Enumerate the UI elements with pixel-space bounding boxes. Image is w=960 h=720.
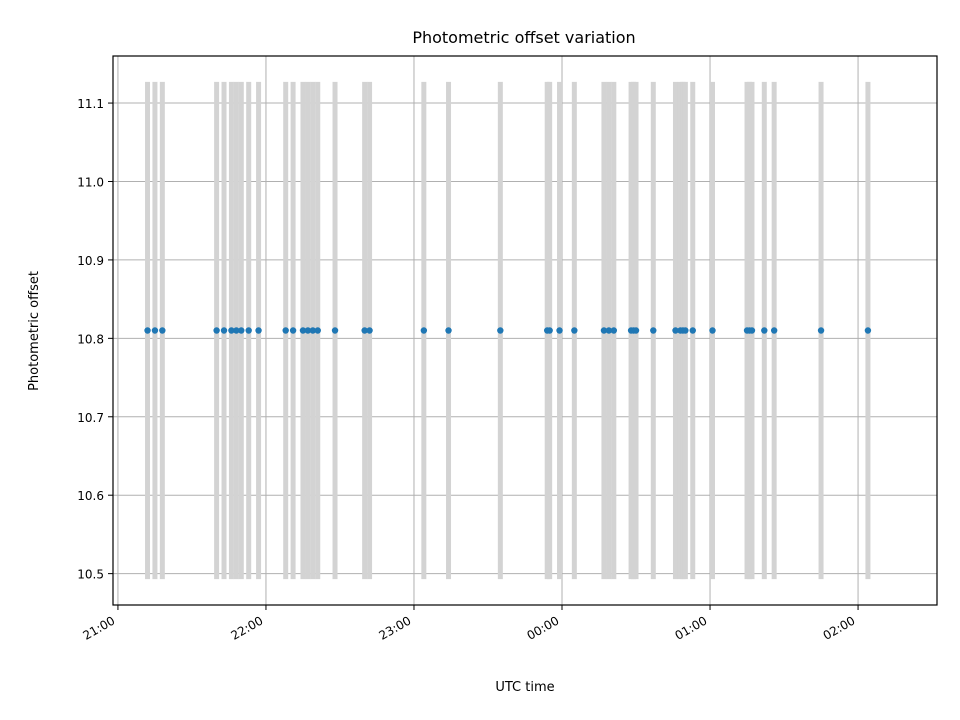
data-point — [289, 327, 297, 334]
data-point — [309, 327, 317, 334]
data-point — [282, 327, 289, 334]
data-points — [144, 327, 872, 334]
x-tick-label: 22:00 — [228, 613, 265, 642]
data-point — [144, 327, 151, 334]
data-point — [770, 327, 778, 334]
data-point — [817, 327, 825, 334]
x-tick-label: 21:00 — [80, 613, 117, 642]
y-axis-ticks: 10.5 10.6 10.7 10.8 10.9 11.0 11.1 — [77, 97, 113, 582]
y-tick-label: 10.6 — [77, 489, 104, 503]
data-point — [314, 327, 321, 334]
data-point — [632, 327, 640, 334]
data-point — [761, 327, 768, 334]
y-axis-label: Photometric offset — [27, 271, 42, 391]
data-point — [445, 327, 452, 334]
x-axis-ticks: 21:00 22:00 23:00 00:00 01:00 02:00 — [80, 605, 859, 643]
data-point — [245, 327, 252, 334]
data-point — [420, 327, 428, 334]
data-point — [220, 327, 228, 334]
data-point — [159, 327, 166, 334]
plot-frame — [112, 55, 938, 606]
data-point — [299, 327, 307, 334]
data-point — [366, 327, 373, 334]
data-point — [650, 327, 657, 334]
data-point — [571, 327, 578, 334]
data-point — [233, 327, 240, 334]
x-axis-label: UTC time — [495, 680, 554, 695]
data-point — [748, 327, 756, 334]
chart-title: Photometric offset variation — [412, 28, 635, 47]
x-tick-label: 01:00 — [673, 613, 710, 642]
data-point — [709, 327, 716, 334]
data-point — [605, 327, 613, 334]
y-tick-label: 10.5 — [77, 568, 104, 582]
data-point — [238, 327, 245, 334]
y-tick-label: 10.7 — [77, 411, 104, 425]
data-point — [497, 327, 504, 334]
data-point — [556, 327, 563, 334]
data-point — [255, 327, 262, 334]
data-point — [304, 327, 312, 334]
data-point — [546, 327, 553, 334]
x-tick-label: 23:00 — [377, 613, 414, 642]
data-point — [610, 327, 618, 334]
data-point — [600, 327, 608, 334]
data-point — [213, 327, 220, 334]
data-point — [672, 327, 679, 334]
y-tick-label: 11.0 — [77, 175, 104, 189]
y-tick-label: 10.8 — [77, 332, 104, 346]
data-point — [151, 327, 159, 334]
data-point — [682, 327, 689, 334]
data-point — [361, 327, 368, 334]
data-point — [864, 327, 872, 334]
y-tick-label: 10.9 — [77, 254, 104, 268]
data-point — [228, 327, 235, 334]
x-tick-label: 02:00 — [821, 613, 858, 642]
x-tick-label: 00:00 — [525, 613, 562, 642]
data-point — [331, 327, 339, 334]
data-point — [689, 327, 696, 334]
y-tick-label: 11.1 — [77, 97, 104, 111]
